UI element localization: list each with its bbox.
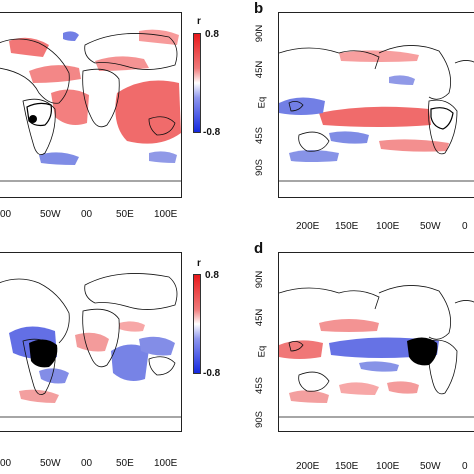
y-tick-label: Eq [256,96,268,109]
colorbar-max-label: 0.8 [205,270,219,281]
x-tick-label: 50W [420,221,441,232]
x-tick-label: 200E [296,221,320,232]
y-tick-label: 90N [254,24,266,43]
x-tick-label: 100E [376,221,400,232]
coastline [82,68,120,128]
x-tick-label: 00 [0,458,12,469]
colorbar-label: r [197,258,201,269]
colorbar-min-label: -0.8 [203,127,221,138]
correlation-region-negative [289,150,339,162]
x-tick-label: 100E [154,458,178,469]
y-tick-label: 90N [254,270,266,289]
coastline [298,131,330,152]
correlation-region-positive [279,340,323,359]
x-tick-label: 50E [116,458,134,469]
x-tick-label: 50E [116,209,134,220]
x-tick-label: 100E [376,461,400,472]
correlation-region-positive [9,37,49,57]
coastline [298,371,330,392]
coastline [0,38,70,104]
correlation-region-negative [359,361,399,372]
y-tick-label: 90S [253,159,265,176]
x-tick-label: 150E [335,221,359,232]
x-tick-label: 50W [40,458,61,469]
coastline [279,47,380,70]
correlation-region-negative [111,344,149,381]
y-tick-label: 45S [253,377,265,394]
colorbar-bottom [193,274,201,374]
coastline [428,99,458,155]
amazon-region [29,339,58,368]
map-panel-b [278,12,474,198]
coastline [454,60,474,64]
coastline [378,45,452,100]
amazon-region-marker [29,115,37,123]
correlation-region-positive [339,50,419,62]
y-tick-label: 45S [253,127,265,144]
correlation-region-positive [119,321,145,332]
correlation-region-positive [95,56,149,71]
coastline [279,287,380,310]
correlation-region-positive [115,80,181,144]
x-tick-label: 100E [154,209,178,220]
x-tick-label: 150E [335,461,359,472]
correlation-region-negative [39,368,69,384]
correlation-region-negative [329,131,369,144]
coastline [82,308,120,368]
amazon-region [407,337,438,366]
amazon-region-outline [430,107,454,130]
correlation-region-negative [63,31,79,41]
coastline [288,341,304,352]
correlation-region-positive [319,319,379,332]
correlation-region-positive [387,381,419,394]
correlation-region-negative [149,151,177,163]
coastline [148,116,176,136]
correlation-region-positive [29,65,81,83]
x-tick-label: 200E [296,461,320,472]
y-tick-label: 45N [254,308,266,327]
colorbar-max-label: 0.8 [205,29,219,40]
correlation-region-negative [139,336,175,356]
correlation-region-positive [139,29,179,45]
x-tick-label: 00 [81,458,93,469]
y-tick-label: Eq [256,345,268,358]
x-tick-label: 50W [40,209,61,220]
coastline [378,285,452,340]
correlation-region-positive [75,332,109,352]
coastline [22,98,56,156]
coastline [84,33,178,70]
coastline [0,278,70,344]
y-tick-label: 90S [253,411,265,428]
coastline [428,339,458,395]
x-tick-label: 50W [420,461,441,472]
x-tick-label: 00 [0,209,12,220]
correlation-region-positive [319,106,431,127]
correlation-region-negative [39,152,79,165]
colorbar-label: r [197,16,201,27]
coastline [288,101,304,112]
colorbar-top [193,33,201,133]
map-panel-a [0,12,182,198]
correlation-region-positive [339,382,379,395]
correlation-region-positive [379,139,449,152]
map-panel-d [278,252,474,432]
x-tick-label: 0 [462,461,468,472]
correlation-region-positive [51,89,89,125]
coastline [148,356,176,376]
panel-letter-d: d [254,240,264,257]
x-tick-label: 0 [462,221,468,232]
correlation-region-positive [289,390,329,403]
coastline [84,273,178,310]
y-tick-label: 45N [254,60,266,79]
x-tick-label: 00 [81,209,93,220]
correlation-region-positive [19,389,59,403]
panel-letter-b: b [254,0,264,17]
map-panel-c [0,252,182,432]
coastline [454,300,474,304]
correlation-region-negative [389,75,415,85]
colorbar-min-label: -0.8 [203,368,221,379]
